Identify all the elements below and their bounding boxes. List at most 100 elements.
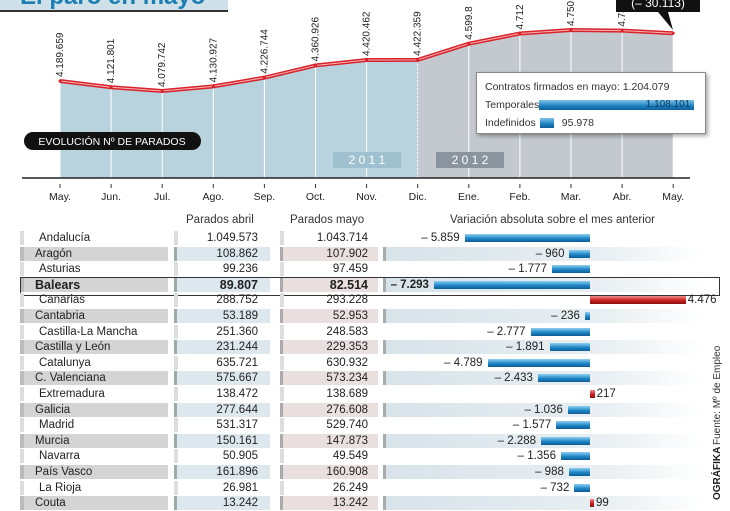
- parados-mayo: 630.932: [280, 355, 378, 370]
- x-tick-label: Mar.: [561, 191, 581, 203]
- parados-mayo: 26.249: [280, 480, 378, 495]
- variation-bar: [590, 390, 595, 398]
- variation-label: – 2.777: [487, 325, 526, 338]
- legend-title: Contratos firmados en mayo: 1.204.079: [485, 81, 670, 93]
- table-row: Murcia 150.161 147.873 – 2.288: [0, 433, 730, 449]
- x-tick-label: May.: [49, 191, 71, 203]
- data-point: [467, 42, 471, 46]
- region-name: C. Valenciana: [20, 371, 168, 386]
- year-box: [333, 152, 401, 168]
- parados-mayo: 160.908: [280, 465, 378, 479]
- callout-pointer: [658, 12, 673, 30]
- variation-cell: – 4.789: [383, 356, 703, 370]
- x-tick-label: Nov.: [356, 191, 377, 203]
- variation-bar: [567, 405, 590, 414]
- variation-bar: [537, 374, 590, 383]
- data-point: [314, 63, 317, 67]
- x-tick-label: Jul.: [154, 191, 170, 203]
- variation-bar: [574, 483, 590, 492]
- region-name: La Rioja: [20, 480, 168, 495]
- variation-label: 4.476: [687, 294, 717, 307]
- variation-cell: – 960: [383, 246, 703, 261]
- parados-abril: 251.360: [174, 324, 270, 339]
- variation-label: – 1.891: [506, 341, 545, 354]
- variation-bar: [560, 452, 590, 461]
- agency-credit: OGRÁFIKA: [712, 446, 723, 500]
- variation-bar: [590, 499, 594, 508]
- variation-cell: – 1.777: [383, 262, 703, 276]
- variation-bar: [530, 327, 590, 336]
- variation-cell: – 236: [383, 309, 703, 323]
- variation-label: – 1.777: [508, 263, 547, 276]
- region-name: Aragón: [20, 246, 168, 261]
- x-tick-label: Feb.: [509, 191, 530, 203]
- region-name: Galicia: [20, 402, 168, 417]
- parados-mayo: 529.740: [280, 418, 378, 433]
- variation-label: – 2.433: [494, 372, 533, 385]
- x-tick-label: May.: [662, 191, 684, 203]
- point-label: 4.744: [617, 1, 628, 26]
- parados-abril: 161.896: [174, 465, 270, 479]
- table-row: Madrid 531.317 529.740 – 1.577: [0, 418, 730, 433]
- variation-cell: 4.476: [383, 293, 717, 307]
- parados-abril: 531.317: [174, 418, 270, 433]
- legend-value: 95.978: [561, 117, 594, 129]
- parados-abril: 277.644: [174, 402, 270, 417]
- x-tick-label: Oct.: [306, 191, 325, 203]
- variation-label: – 1.577: [512, 419, 552, 432]
- parados-abril: 26.981: [174, 480, 270, 495]
- parados-mayo: 573.234: [280, 371, 378, 386]
- table-row: País Vasco 161.896 160.908 – 988: [0, 465, 730, 480]
- parados-abril: 288.752: [174, 293, 270, 308]
- variation-label: – 2.288: [497, 434, 537, 447]
- table-row: Andalucía 1.049.573 1.043.714 – 5.859: [0, 231, 730, 246]
- point-label: 4.712: [515, 4, 526, 29]
- parados-abril: 50.905: [174, 449, 270, 464]
- table-row: Cantabria 53.189 52.953 – 236: [0, 309, 730, 324]
- variation-cell: – 2.777: [383, 325, 703, 339]
- parados-abril: 635.721: [174, 355, 270, 370]
- data-point: [58, 79, 62, 83]
- region-name: Canarias: [20, 293, 168, 308]
- legend-bar: [539, 118, 554, 128]
- contracts-legend: Contratos firmados en mayo: 1.204.079 Te…: [476, 72, 706, 134]
- region-name: Couta: [20, 496, 168, 511]
- x-tick-label: Sep.: [254, 191, 276, 203]
- region-name: Madrid: [20, 418, 168, 433]
- region-name: Castilla-La Mancha: [20, 324, 168, 339]
- header-mayo: Parados mayo: [290, 214, 365, 226]
- legend-label: Indefinidos: [485, 117, 536, 129]
- variation-cell: – 5.859: [383, 231, 703, 245]
- variation-cell: – 2.288: [383, 433, 703, 448]
- parados-mayo: 49.549: [280, 449, 378, 464]
- x-tick-label: Ago.: [202, 191, 224, 203]
- data-point: [518, 31, 522, 35]
- parados-abril: 1.049.573: [174, 231, 270, 245]
- parados-mayo: 13.242: [280, 496, 378, 511]
- table-row: La Rioja 26.981 26.249 – 732: [0, 480, 730, 496]
- parados-mayo: 138.689: [280, 387, 378, 401]
- variation-label: 99: [596, 497, 609, 510]
- data-point: [620, 29, 624, 33]
- variation-label: 217: [596, 388, 616, 400]
- legend-bar: 1.108.101: [539, 100, 695, 110]
- year-label: 2 0 1 2: [452, 153, 489, 167]
- point-label: 4.121.801: [106, 38, 117, 83]
- variation-cell: 217: [383, 387, 703, 401]
- legend-label: Temporales: [485, 99, 540, 111]
- point-label: 4.079.742: [157, 42, 168, 87]
- legend-indefinidos: Indefinidos 95.978: [485, 114, 697, 132]
- variation-label: – 4.789: [444, 356, 483, 369]
- variation-bar: [569, 249, 590, 258]
- region-name: Cantabria: [20, 309, 168, 323]
- region-name: Castilla y León: [20, 340, 168, 355]
- parados-mayo: 107.902: [280, 246, 378, 261]
- table-row: Galicia 277.644 276.608 – 1.036: [0, 402, 730, 418]
- data-point: [262, 76, 266, 80]
- variation-bar: [464, 234, 590, 242]
- variation-bar: [487, 358, 590, 367]
- variation-cell: – 732: [383, 481, 703, 495]
- variation-bar: [590, 296, 686, 305]
- region-name: Balears: [20, 277, 168, 292]
- point-label: 4.420.462: [362, 11, 373, 56]
